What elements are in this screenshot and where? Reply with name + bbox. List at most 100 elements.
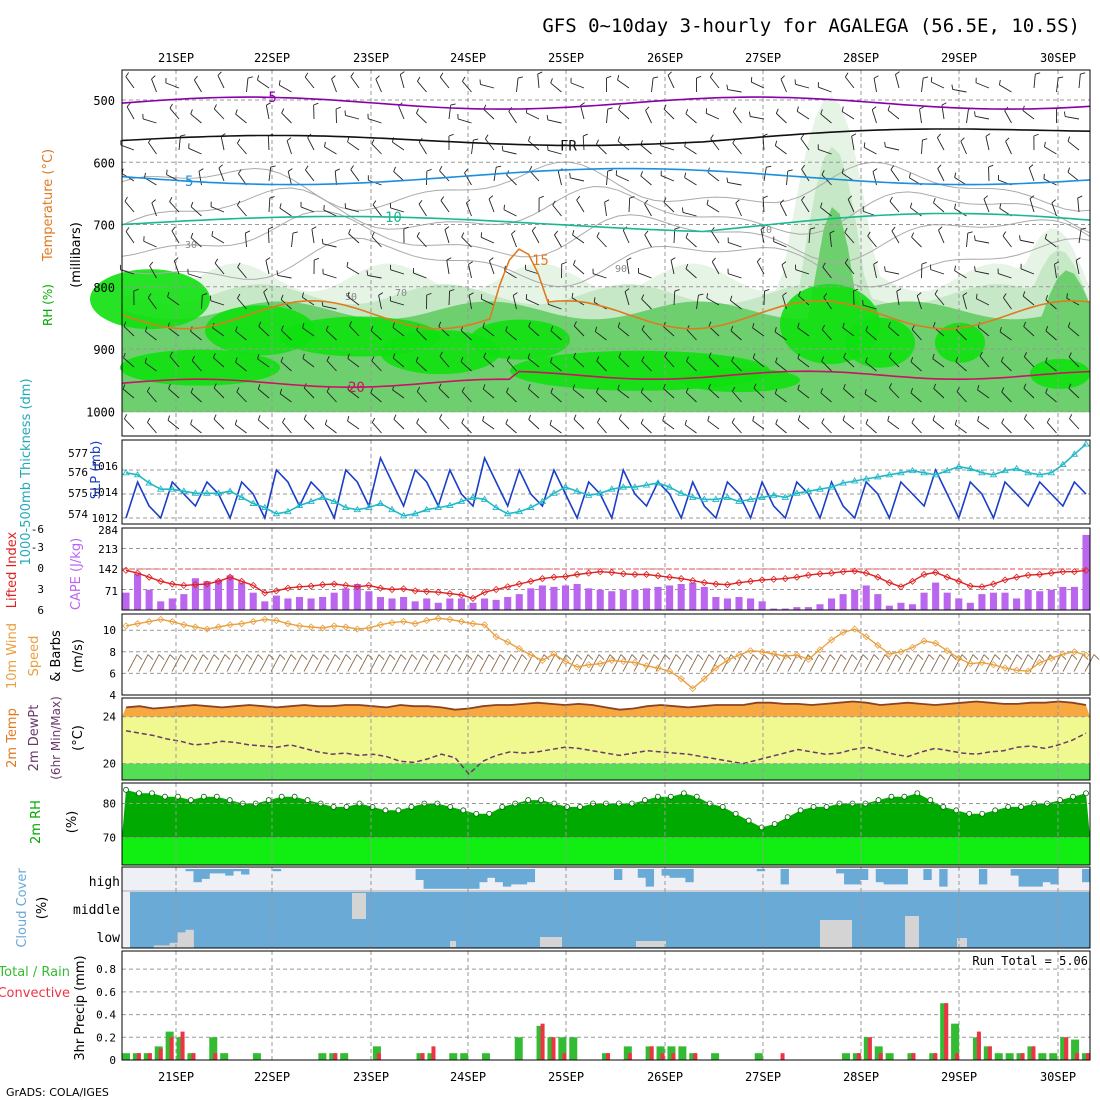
wind-barb (890, 169, 900, 182)
wind-barb (795, 83, 810, 89)
wind-barb (554, 234, 562, 248)
wind-barb-flag (684, 419, 687, 425)
wind-barb (760, 229, 765, 244)
li-marker (689, 577, 697, 585)
wind-barb-flag (416, 418, 420, 424)
li-marker (1036, 570, 1044, 579)
wind-barb (889, 201, 900, 213)
wind-barb (752, 357, 765, 368)
wind-barb (265, 260, 270, 275)
wind-barb-flag (1028, 164, 1034, 169)
thickness-marker (1012, 464, 1021, 472)
wind-barb (123, 357, 135, 368)
wind-barb-flag (939, 654, 946, 660)
cloud-high-bar (1018, 869, 1027, 887)
wind-marker (480, 621, 489, 629)
wind-barb-flag (756, 257, 761, 263)
wind-barb (1023, 326, 1035, 337)
thickness-marker (261, 503, 269, 511)
wind-barb (567, 654, 578, 672)
cape-bar (1036, 591, 1044, 610)
wind-barb-flag (489, 257, 494, 262)
wind-barb (685, 392, 697, 403)
rh-contour-label: 70 (395, 288, 407, 299)
li-marker (561, 572, 570, 581)
rh-marker (149, 790, 155, 797)
wind-barb (1001, 422, 1012, 434)
wind-barb-flag (1029, 195, 1035, 199)
wind-barb (314, 654, 325, 672)
wind-barb (735, 203, 742, 217)
wind-barb-flag (979, 351, 983, 357)
wind-barb-flag (822, 262, 826, 268)
wind-barb-flag (617, 384, 620, 390)
wind-barb-flag (280, 325, 284, 331)
thickness-marker (677, 489, 685, 496)
cloud-high-bar (502, 869, 512, 887)
wind-barb (732, 654, 743, 672)
wind-barb-flag (782, 292, 787, 296)
wind-marker (411, 620, 419, 628)
thickness-marker (480, 495, 489, 502)
wind-barb-flag (820, 109, 823, 115)
wind-barb (198, 171, 202, 186)
wind-barb (1020, 239, 1035, 244)
rh-marker (654, 793, 661, 800)
wind-barb (956, 329, 967, 341)
wind-barb-flag (796, 106, 799, 112)
cloud-patch (957, 938, 967, 947)
cloud-level-low: low (97, 931, 121, 946)
li-marker (793, 573, 801, 581)
wind-marker (816, 646, 824, 654)
wind-barb (167, 327, 180, 337)
wind-marker (978, 659, 986, 667)
wind-barb (237, 298, 247, 310)
cape-bar (712, 597, 720, 610)
wind-barb-flag (202, 654, 209, 660)
li-marker (134, 569, 142, 577)
wind-barb-flag (726, 177, 729, 183)
wind-barb-flag (565, 654, 572, 660)
cape-bar (353, 584, 361, 610)
wind-barb (730, 330, 742, 341)
rh-marker (823, 804, 830, 810)
wind-barb (932, 358, 945, 368)
wind-barb-flag (974, 266, 976, 272)
wind-barb (775, 145, 787, 155)
wind-barb (435, 654, 446, 672)
li-marker (920, 570, 928, 579)
wind-barb (187, 273, 202, 279)
cloud-high-bar (241, 869, 250, 875)
cape-bar (804, 607, 812, 610)
wind-barb (446, 260, 450, 275)
cloud-high-bar (851, 869, 861, 885)
wind-barb-flag (710, 134, 714, 140)
wind-barb-flag (731, 386, 736, 392)
wind-barb-flag (994, 654, 1001, 660)
wind-barb-flag (488, 195, 494, 200)
li-marker (168, 580, 176, 588)
wind-barb-flag (305, 165, 309, 171)
wind-barb-flag (1081, 227, 1087, 230)
wind-barb (597, 422, 607, 434)
wind-barb (336, 654, 347, 672)
top-date-label: 24SEP (450, 51, 486, 65)
wind-barb-flag (265, 257, 271, 261)
wind-barb (413, 272, 427, 279)
cape-bar (469, 602, 477, 610)
wind-barb-flag (954, 265, 957, 271)
wind-barb-flag (455, 654, 462, 660)
wind-barb (549, 424, 562, 434)
wind-barb (617, 326, 630, 337)
dewpoint-line (125, 730, 1087, 776)
rh-marker (447, 804, 454, 810)
slp-tick: 1012 (92, 512, 119, 525)
wind-barb (149, 654, 160, 672)
wind-barb-flag (190, 109, 193, 115)
wind-marker (932, 639, 940, 647)
rh-contour-line (121, 161, 1091, 212)
wind-barb-flag (1023, 383, 1027, 389)
wind-barb-flag (872, 168, 878, 172)
wind-barb (325, 424, 337, 434)
